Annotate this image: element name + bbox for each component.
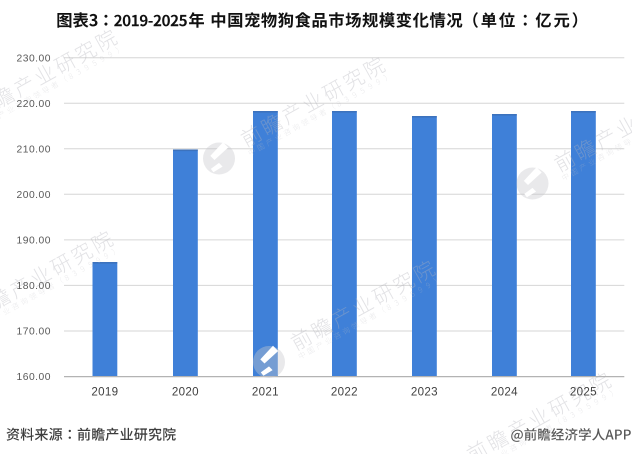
svg-text:2021: 2021 — [252, 385, 279, 398]
svg-text:2024: 2024 — [491, 385, 518, 398]
svg-text:200.00: 200.00 — [17, 190, 52, 201]
svg-text:2023: 2023 — [411, 385, 438, 398]
svg-text:190.00: 190.00 — [17, 236, 52, 247]
svg-text:160.00: 160.00 — [17, 372, 52, 383]
svg-text:2025: 2025 — [570, 385, 597, 398]
svg-text:210.00: 210.00 — [17, 144, 52, 155]
svg-text:2019: 2019 — [91, 385, 118, 398]
svg-text:2020: 2020 — [172, 385, 199, 398]
svg-text:220.00: 220.00 — [17, 99, 52, 110]
svg-text:2022: 2022 — [331, 385, 358, 398]
svg-text:180.00: 180.00 — [17, 281, 52, 292]
svg-text:170.00: 170.00 — [17, 327, 52, 338]
svg-text:230.00: 230.00 — [17, 53, 52, 64]
